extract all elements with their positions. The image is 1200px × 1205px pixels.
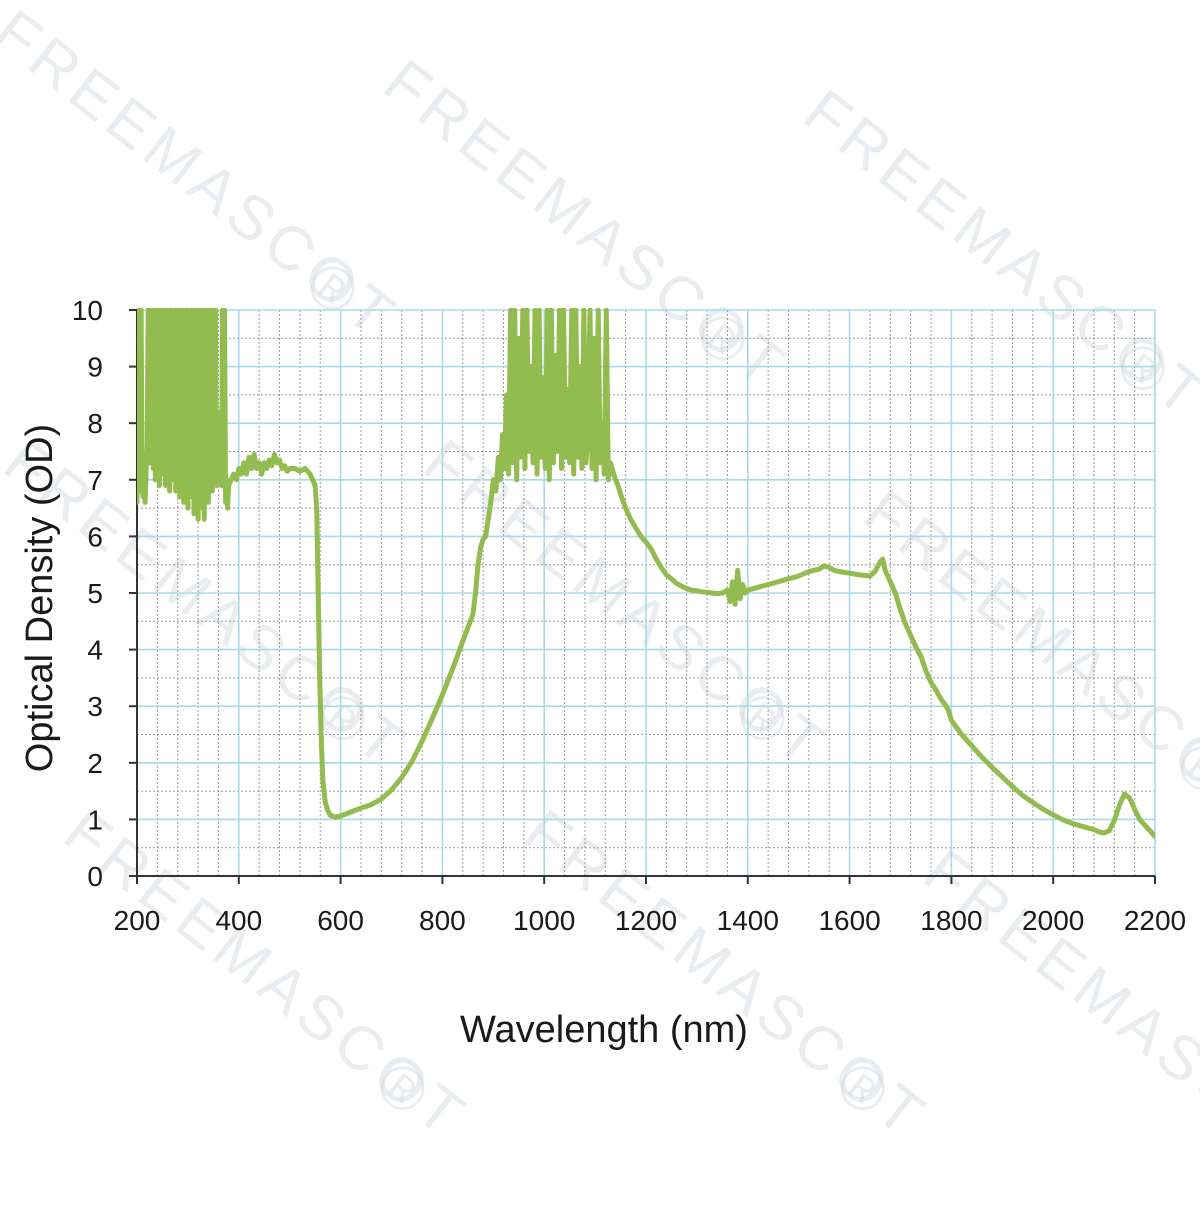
x-tick-label: 2000 xyxy=(1022,905,1084,936)
x-tick-label: 1000 xyxy=(513,905,575,936)
y-tick-label: 7 xyxy=(87,465,103,496)
x-tick-label: 2200 xyxy=(1124,905,1186,936)
chart-grid xyxy=(136,309,1156,877)
chart-series xyxy=(137,308,1155,839)
y-axis-label: Optical Density (OD) xyxy=(19,424,61,772)
y-tick-label: 10 xyxy=(72,295,103,326)
y-tick-label: 5 xyxy=(87,578,103,609)
watermark-text: FREEMASCOT xyxy=(911,837,1200,1193)
y-tick-label: 1 xyxy=(87,804,103,835)
x-tick-label: 200 xyxy=(114,905,161,936)
watermark-text: FREEMASCOT xyxy=(851,477,1200,833)
chart-axes: 0 1 2 3 4 5 6 7 8 9 10 200 400 600 800 1000 1200 1400 1600… xyxy=(72,295,1186,936)
series-line xyxy=(137,308,1155,839)
x-tick-label: 1600 xyxy=(818,905,880,936)
y-tick-label: 8 xyxy=(87,408,103,439)
x-tick-label: 400 xyxy=(215,905,262,936)
x-tick-label: 1800 xyxy=(920,905,982,936)
y-tick-label: 0 xyxy=(87,861,103,892)
y-tick-label: 6 xyxy=(87,521,103,552)
y-tick-label: 9 xyxy=(87,352,103,383)
y-tick-label: 3 xyxy=(87,691,103,722)
y-tick-label: 4 xyxy=(87,635,103,666)
x-tick-label: 800 xyxy=(419,905,466,936)
x-tick-label: 1400 xyxy=(717,905,779,936)
x-tick-label: 1200 xyxy=(615,905,677,936)
x-axis-label: Wavelength (nm) xyxy=(460,1009,748,1051)
x-tick-label: 600 xyxy=(317,905,364,936)
y-tick-label: 2 xyxy=(87,748,103,779)
